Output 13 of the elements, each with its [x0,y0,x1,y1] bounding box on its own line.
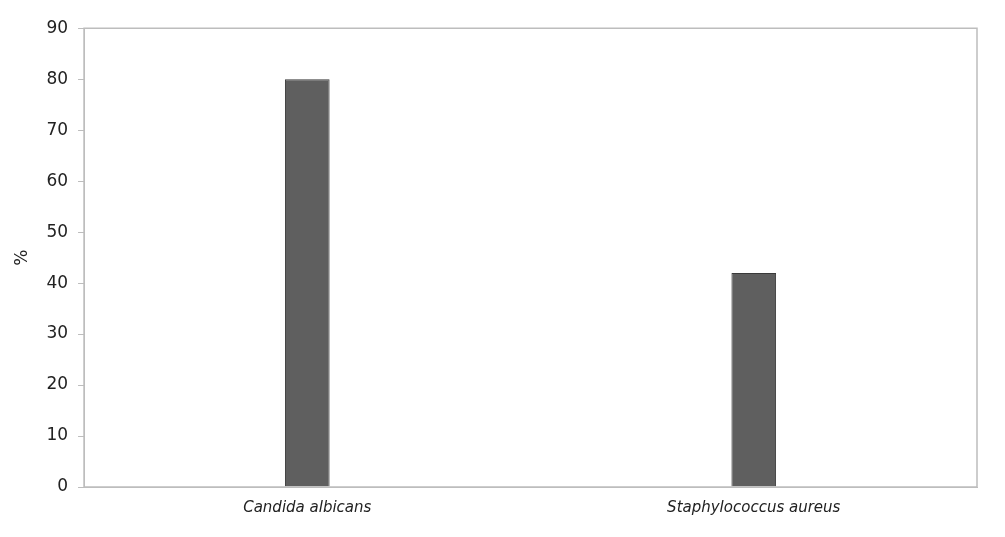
y-tick-label: 90 [46,16,69,37]
y-tick-label: 70 [46,118,69,139]
y-tick-label: 10 [46,424,69,445]
y-tick-label: 60 [46,169,69,190]
y-tick-label: 0 [57,475,69,496]
y-axis-title: % [10,249,31,266]
y-tick-label: 20 [46,373,69,394]
x-tick-label: Candida albicans [243,497,372,516]
y-tick-label: 50 [46,220,69,241]
y-tick-label: 30 [46,322,69,343]
x-tick-label: Staphylococcus aureus [667,497,841,516]
y-tick-label: 80 [46,67,69,88]
y-tick-label: 40 [46,271,69,292]
